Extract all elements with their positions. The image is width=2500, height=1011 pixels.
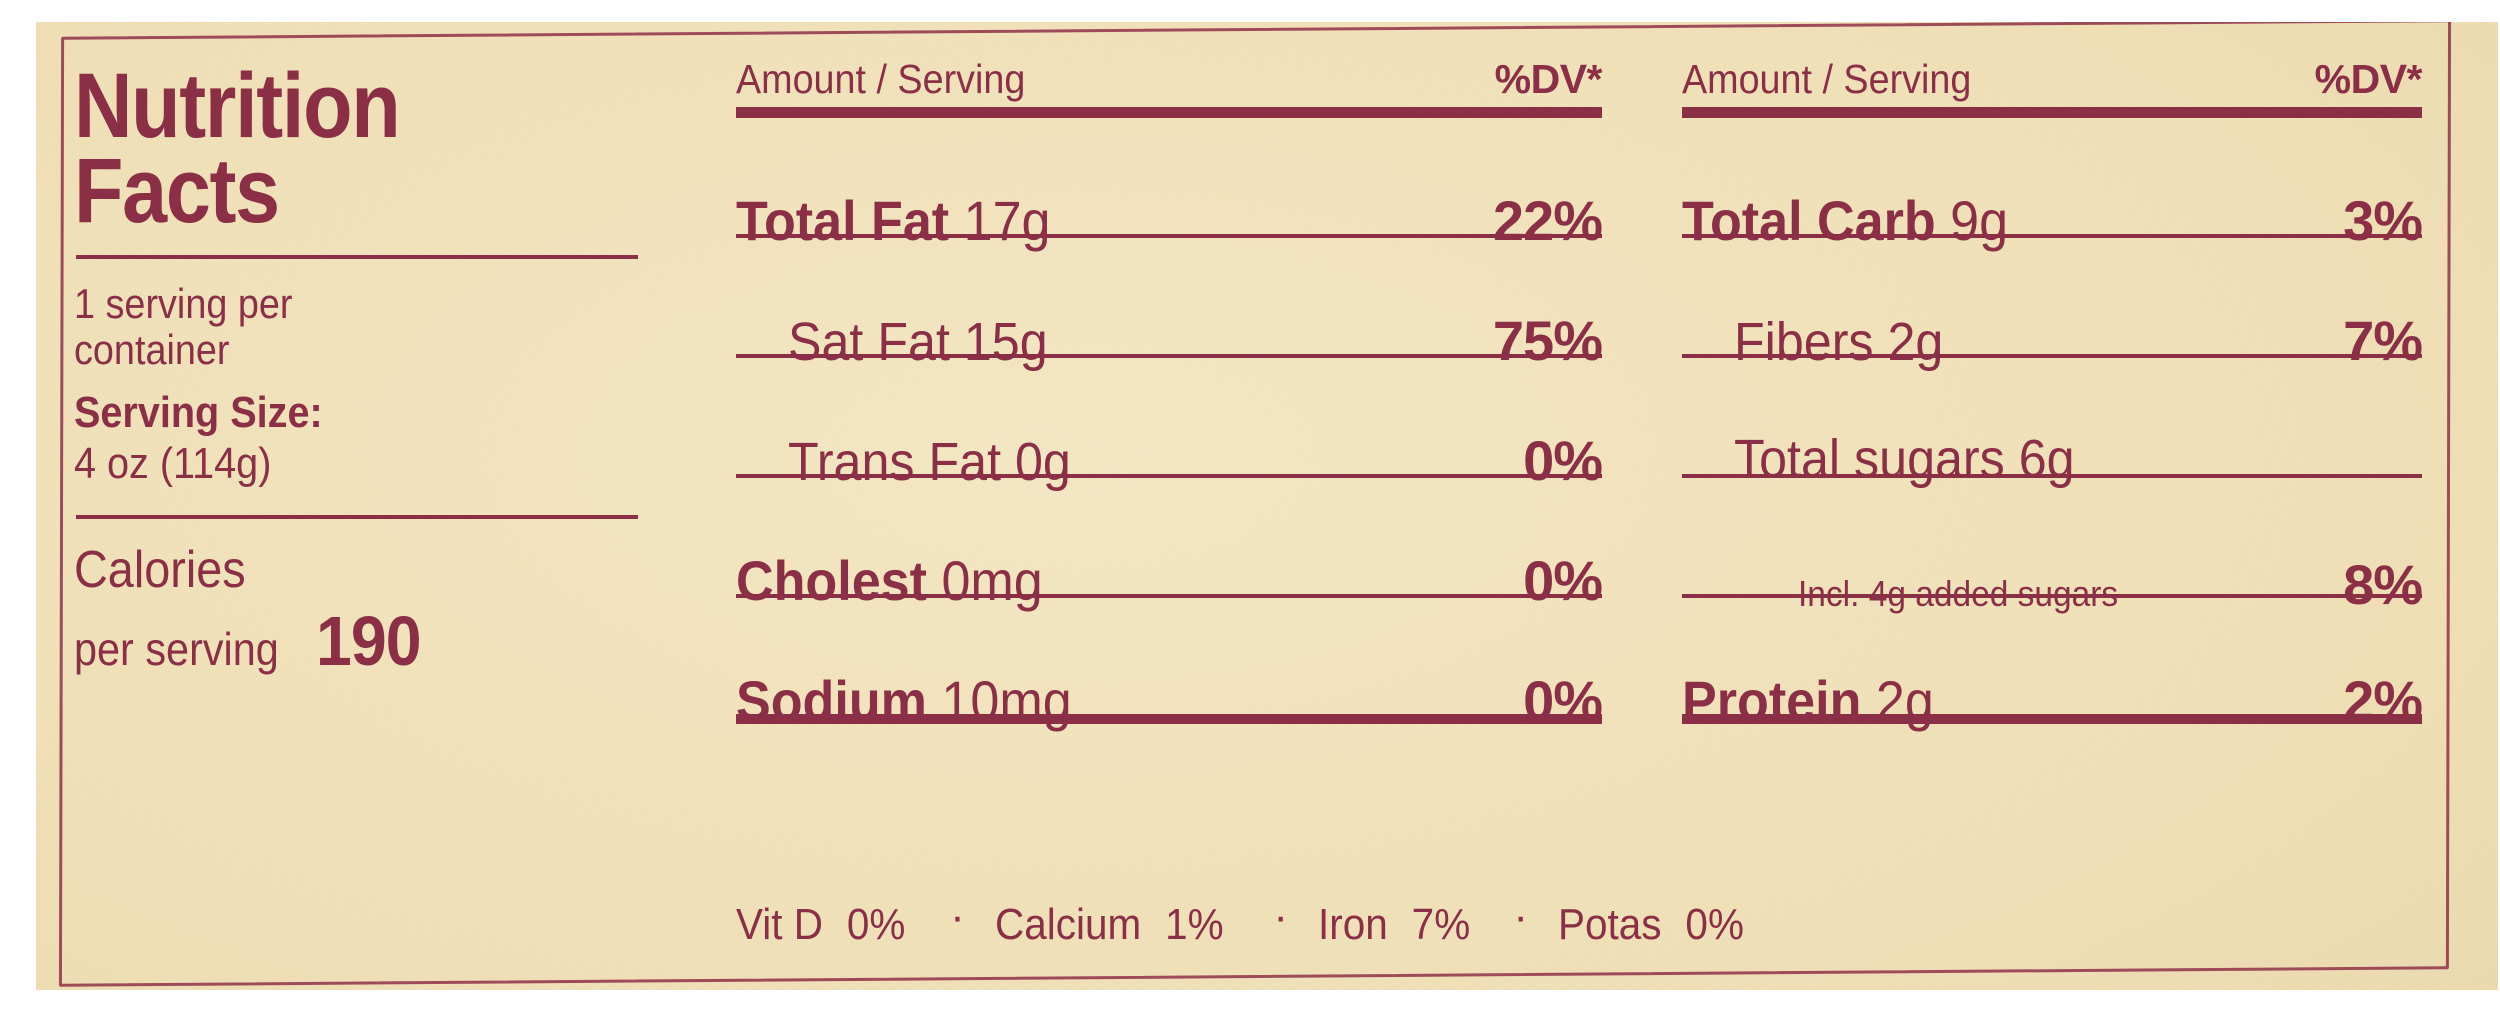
micronutrient-name: Vit D	[736, 900, 823, 949]
nutrient-name: Total Carb 9g	[1682, 188, 2008, 253]
nutrient-dv: 75%	[1492, 309, 1603, 372]
micronutrient-row: Vit D 0% · Calcium 1% · Iron 7% · Potas …	[736, 892, 2426, 950]
row-separator	[1682, 354, 2422, 358]
nutrient-amount: 17g	[963, 189, 1051, 252]
column-header: Amount / Serving %DV*	[1682, 56, 2423, 107]
header-percent-dv: %DV*	[1494, 56, 1603, 102]
micronutrient-value: 0%	[846, 900, 906, 949]
row-separator	[1682, 594, 2422, 598]
nutrient-label: Cholest	[736, 549, 927, 612]
nutrient-name: Sat Fat 15g	[788, 312, 1048, 372]
separator-dot: ·	[1273, 892, 1288, 941]
column-bottom-rule	[736, 714, 1602, 724]
column-header: Amount / Serving %DV*	[736, 56, 1603, 107]
nutrient-name: Fibers 2g	[1734, 312, 1944, 372]
calories-value: 190	[315, 602, 422, 681]
table-row: Total sugars 6g	[1682, 358, 2422, 489]
nutrient-name: Total Fat 17g	[736, 188, 1050, 253]
nutrient-dv: 3%	[2343, 189, 2423, 252]
header-amount-serving: Amount / Serving	[736, 56, 1026, 102]
row-separator	[1682, 474, 2422, 478]
calories-label: Calories	[74, 540, 246, 599]
micronutrient-name: Potas	[1558, 900, 1662, 949]
table-row: Fibers 2g 7%	[1682, 238, 2423, 372]
nutrient-label: Total Fat	[736, 189, 950, 252]
micronutrient-name: Calcium	[994, 900, 1142, 949]
micronutrient-iron: Iron 7%	[1318, 900, 1470, 950]
servings-per-container: 1 serving per container	[74, 280, 293, 373]
row-separator	[736, 354, 1602, 358]
nutrient-amount: 2g	[1875, 669, 1934, 732]
nutrient-name: Cholest 0mg	[736, 548, 1043, 613]
rule-under-serving-size	[76, 514, 638, 519]
nutrient-dv: 2%	[2343, 669, 2423, 732]
nutrient-name: Incl. 4g added sugars	[1798, 573, 2119, 614]
micronutrient-value: 1%	[1164, 900, 1224, 949]
row-separator	[736, 234, 1602, 238]
row-separator	[736, 474, 1602, 478]
calories-per-serving-label: per serving	[74, 623, 279, 676]
micronutrient-name: Iron	[1317, 900, 1388, 949]
table-row: Total Fat 17g 22%	[736, 118, 1603, 252]
header-amount-serving: Amount / Serving	[1682, 56, 1972, 102]
nutrient-name: Protein 2g	[1682, 668, 1934, 733]
separator-dot: ·	[950, 892, 965, 941]
nutrient-name: Trans Fat 0g	[788, 432, 1071, 492]
rule-under-title	[76, 255, 638, 260]
serving-size-value: 4 oz (114g)	[74, 439, 272, 489]
micronutrient-value: 7%	[1411, 900, 1471, 949]
table-row: Sat Fat 15g 75%	[736, 238, 1603, 372]
table-row: Trans Fat 0g 0%	[736, 358, 1603, 492]
table-row: Incl. 4g added sugars 8%	[1682, 478, 2423, 616]
nutrient-label: Sodium	[736, 669, 927, 732]
row-separator	[1682, 234, 2422, 238]
serving-size-label: Serving Size:	[74, 387, 323, 437]
header-rule	[1682, 107, 2422, 118]
calories-block: Calories per serving 190	[74, 540, 684, 693]
row-separator	[736, 594, 1602, 598]
nutrition-label-panel: Nutrition Facts 1 serving per container …	[36, 22, 2498, 990]
header-rule	[736, 107, 1602, 118]
nutrient-amount: 0mg	[941, 549, 1043, 612]
table-row: Total Carb 9g 3%	[1682, 118, 2423, 252]
nutrient-dv: 0%	[1523, 549, 1603, 612]
table-row: Sodium 10mg 0%	[736, 598, 1603, 732]
nutrient-column-right: Amount / Serving %DV* Total Carb 9g 3% F…	[1682, 56, 2423, 732]
separator-dot: ·	[1513, 892, 1529, 941]
micronutrient-vit-d: Vit D 0%	[736, 900, 905, 950]
nutrient-column-left: Amount / Serving %DV* Total Fat 17g 22% …	[736, 56, 1603, 732]
table-row: Protein 2g 2%	[1682, 598, 2423, 732]
label-content: Nutrition Facts 1 serving per container …	[36, 22, 2498, 990]
nutrient-amount: 9g	[1950, 189, 2009, 252]
page-title: Nutrition Facts	[74, 55, 401, 242]
nutrient-name: Total sugars 6g	[1734, 429, 2075, 489]
nutrient-dv: 8%	[2343, 553, 2423, 616]
left-column: Nutrition Facts 1 serving per container …	[74, 48, 684, 963]
micronutrient-value: 0%	[1685, 900, 1745, 949]
nutrient-dv: 0%	[1523, 669, 1603, 732]
table-row: Cholest 0mg 0%	[736, 478, 1603, 612]
nutrient-amount: 10mg	[941, 669, 1072, 732]
calories-line: per serving 190	[74, 601, 684, 681]
nutrient-dv: 7%	[2343, 309, 2423, 372]
nutrient-label: Total Carb	[1682, 189, 1936, 252]
nutrient-dv: 0%	[1523, 429, 1603, 492]
nutrient-dv: 22%	[1492, 189, 1603, 252]
micronutrient-calcium: Calcium 1%	[995, 900, 1224, 950]
column-bottom-rule	[1682, 714, 2422, 724]
nutrient-label: Protein	[1682, 669, 1862, 732]
micronutrient-potassium: Potas 0%	[1558, 900, 1744, 950]
nutrient-name: Sodium 10mg	[736, 668, 1072, 733]
header-percent-dv: %DV*	[2314, 56, 2423, 102]
